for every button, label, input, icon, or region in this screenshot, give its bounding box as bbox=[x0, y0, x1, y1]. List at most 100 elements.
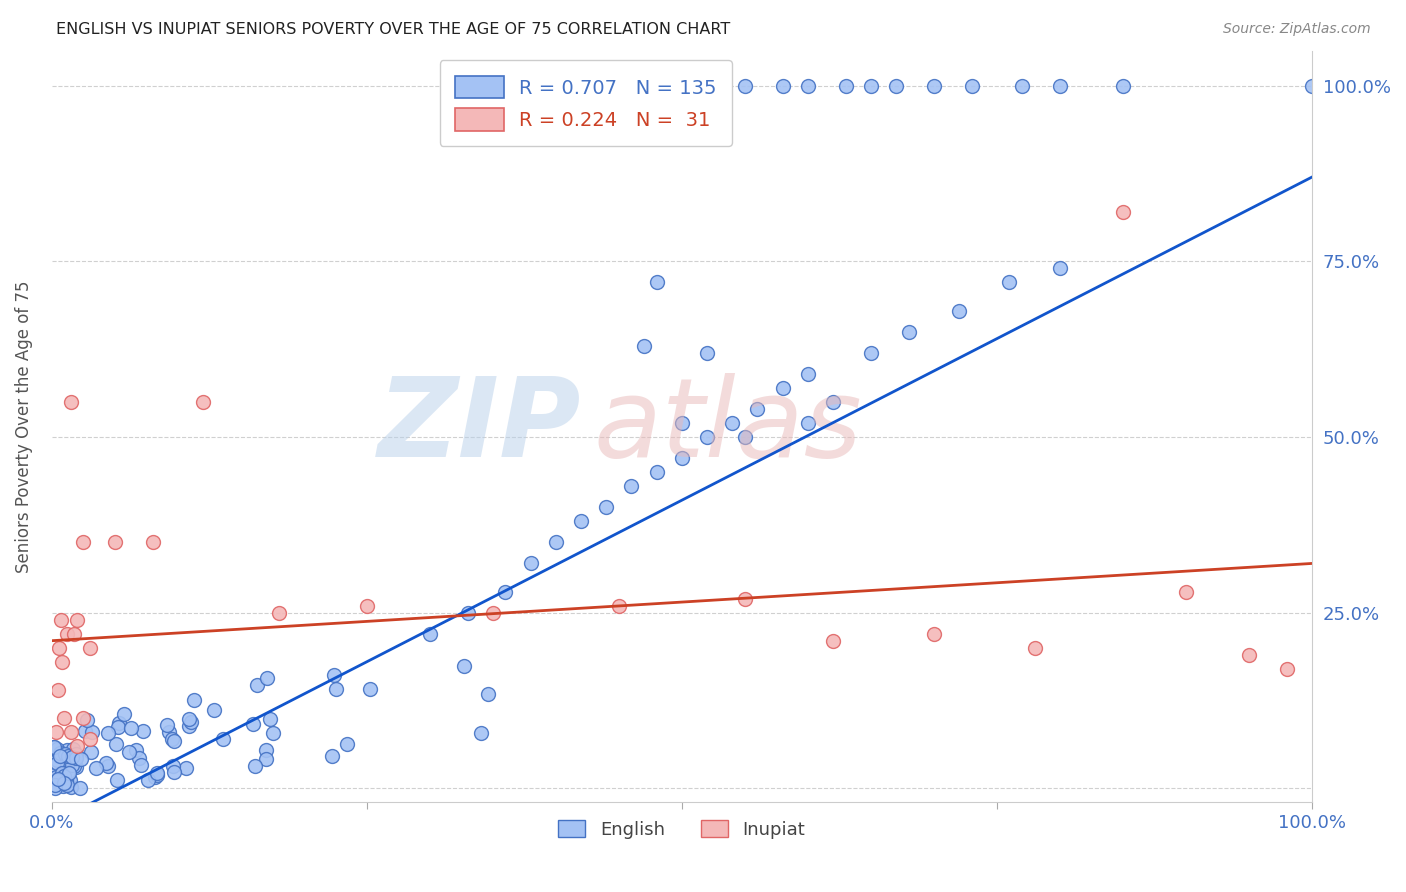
Point bbox=[56, 743, 79, 757]
Point bbox=[544, 535, 567, 549]
Point bbox=[202, 703, 225, 717]
Point bbox=[191, 395, 214, 409]
Point bbox=[79, 745, 101, 759]
Point bbox=[94, 756, 117, 770]
Point bbox=[49, 777, 72, 791]
Point bbox=[922, 626, 945, 640]
Point bbox=[53, 711, 76, 725]
Point bbox=[56, 778, 79, 792]
Point bbox=[45, 770, 67, 784]
Point bbox=[84, 761, 107, 775]
Point bbox=[45, 753, 67, 767]
Point bbox=[65, 748, 87, 763]
Point bbox=[66, 739, 89, 753]
Point bbox=[1024, 640, 1046, 655]
Point bbox=[97, 758, 120, 772]
Point bbox=[72, 535, 94, 549]
Point bbox=[65, 760, 87, 774]
Point bbox=[242, 717, 264, 731]
Point bbox=[59, 395, 82, 409]
Point bbox=[323, 667, 346, 681]
Point bbox=[52, 776, 75, 790]
Point bbox=[453, 659, 475, 673]
Point bbox=[136, 773, 159, 788]
Point bbox=[156, 718, 179, 732]
Point bbox=[51, 776, 73, 790]
Point bbox=[336, 737, 359, 751]
Point bbox=[246, 677, 269, 691]
Point bbox=[49, 748, 72, 763]
Point bbox=[262, 726, 284, 740]
Point bbox=[1011, 78, 1033, 93]
Point bbox=[696, 78, 718, 93]
Point bbox=[859, 78, 882, 93]
Point bbox=[128, 751, 150, 765]
Point bbox=[105, 737, 128, 751]
Point bbox=[162, 759, 184, 773]
Point bbox=[1049, 261, 1071, 276]
Legend: English, Inupiat: English, Inupiat bbox=[551, 814, 813, 846]
Point bbox=[671, 416, 693, 430]
Point bbox=[245, 759, 267, 773]
Point bbox=[58, 766, 80, 780]
Point bbox=[51, 655, 73, 669]
Point bbox=[145, 770, 167, 784]
Point bbox=[56, 758, 79, 772]
Text: Source: ZipAtlas.com: Source: ZipAtlas.com bbox=[1223, 22, 1371, 37]
Point bbox=[49, 767, 72, 781]
Point bbox=[56, 626, 79, 640]
Point bbox=[948, 303, 970, 318]
Point bbox=[734, 430, 756, 444]
Point bbox=[129, 757, 152, 772]
Point bbox=[48, 640, 70, 655]
Point bbox=[922, 78, 945, 93]
Point bbox=[607, 599, 630, 613]
Point bbox=[747, 401, 769, 416]
Point bbox=[52, 780, 75, 794]
Point bbox=[180, 714, 202, 729]
Point bbox=[884, 78, 907, 93]
Point bbox=[142, 535, 165, 549]
Point bbox=[595, 500, 617, 515]
Point bbox=[76, 713, 98, 727]
Point bbox=[834, 78, 856, 93]
Point bbox=[821, 395, 844, 409]
Point bbox=[645, 465, 668, 479]
Point bbox=[51, 766, 73, 780]
Point bbox=[46, 775, 69, 789]
Point bbox=[46, 742, 69, 756]
Text: ENGLISH VS INUPIAT SENIORS POVERTY OVER THE AGE OF 75 CORRELATION CHART: ENGLISH VS INUPIAT SENIORS POVERTY OVER … bbox=[56, 22, 731, 37]
Point bbox=[177, 718, 200, 732]
Point bbox=[569, 514, 592, 528]
Point bbox=[998, 276, 1021, 290]
Point bbox=[146, 765, 169, 780]
Point bbox=[46, 772, 69, 786]
Point bbox=[56, 764, 79, 779]
Point bbox=[633, 339, 655, 353]
Point bbox=[620, 479, 643, 493]
Point bbox=[107, 715, 129, 730]
Point bbox=[1112, 205, 1135, 219]
Point bbox=[132, 723, 155, 738]
Point bbox=[104, 535, 127, 549]
Point bbox=[356, 599, 378, 613]
Point bbox=[179, 712, 201, 726]
Point bbox=[821, 633, 844, 648]
Point bbox=[97, 725, 120, 739]
Point bbox=[56, 748, 79, 763]
Point bbox=[60, 750, 83, 764]
Point bbox=[721, 416, 744, 430]
Point bbox=[160, 731, 183, 746]
Point bbox=[49, 613, 72, 627]
Y-axis label: Seniors Poverty Over the Age of 75: Seniors Poverty Over the Age of 75 bbox=[15, 280, 32, 573]
Point bbox=[325, 681, 347, 696]
Point bbox=[481, 606, 503, 620]
Point bbox=[1049, 78, 1071, 93]
Point bbox=[59, 780, 82, 794]
Point bbox=[59, 725, 82, 739]
Point bbox=[419, 626, 441, 640]
Point bbox=[62, 741, 84, 756]
Point bbox=[62, 759, 84, 773]
Point bbox=[79, 640, 101, 655]
Point bbox=[65, 751, 87, 765]
